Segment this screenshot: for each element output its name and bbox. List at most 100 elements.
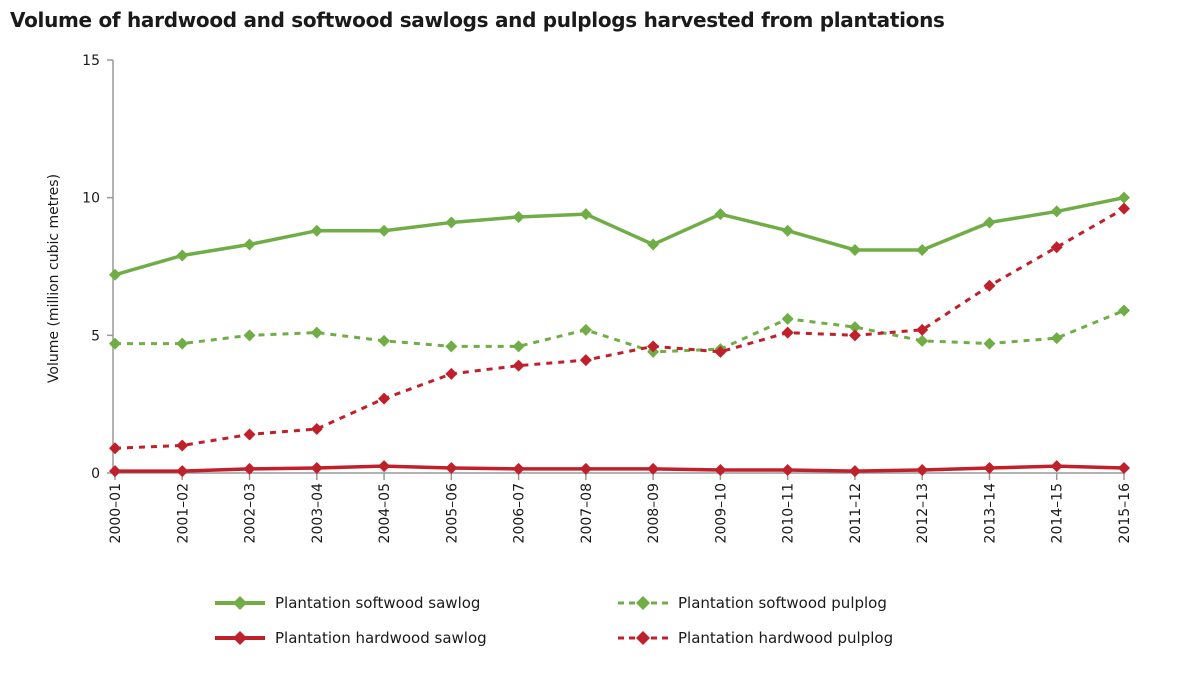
x-tick-label: 2001–02 <box>175 483 191 543</box>
series-line <box>114 195 1125 277</box>
y-tick-label: 5 <box>91 328 100 344</box>
x-tick-label: 2000–01 <box>108 483 124 543</box>
legend-marker <box>636 631 650 645</box>
data-point <box>714 208 727 221</box>
data-point <box>378 224 391 237</box>
data-point <box>1050 205 1063 218</box>
y-axis-label: Volume (million cubic metres) <box>46 174 62 383</box>
data-point <box>579 354 592 367</box>
chart-title: Volume of hardwood and softwood sawlogs … <box>10 8 945 32</box>
data-point <box>109 442 121 455</box>
data-point <box>1050 460 1063 473</box>
data-point <box>109 268 121 281</box>
x-tick-label: 2014–15 <box>1050 483 1066 543</box>
data-point <box>1050 241 1063 254</box>
data-point <box>916 323 929 336</box>
legend-item: Plantation hardwood sawlog <box>215 629 487 647</box>
data-point <box>983 337 996 350</box>
y-tick-label: 10 <box>82 191 100 207</box>
series-line <box>114 207 1125 450</box>
series-plantation-hardwood-sawlog <box>109 460 1130 478</box>
data-point <box>176 249 189 262</box>
x-tick-label: 2015–16 <box>1117 483 1133 544</box>
data-point <box>983 462 996 475</box>
data-point <box>445 216 458 229</box>
data-point <box>512 340 525 353</box>
x-tick-label: 2011–12 <box>848 483 864 543</box>
data-point <box>848 465 861 478</box>
data-point <box>1118 191 1130 204</box>
data-point <box>781 463 794 476</box>
legend-label: Plantation softwood pulplog <box>678 594 887 612</box>
legend-label: Plantation hardwood pulplog <box>678 629 893 647</box>
data-point <box>378 334 391 347</box>
data-point <box>781 326 794 339</box>
legend-label: Plantation softwood sawlog <box>275 594 480 612</box>
x-tick-label: 2012–13 <box>915 483 931 543</box>
legend-marker <box>636 596 650 610</box>
x-tick-label: 2008–09 <box>646 483 662 543</box>
data-point <box>647 238 660 251</box>
data-point <box>983 279 996 292</box>
series-plantation-softwood-sawlog <box>109 191 1130 281</box>
data-point <box>176 337 189 350</box>
x-tick-label: 2007–08 <box>579 483 595 543</box>
series-plantation-hardwood-pulplog <box>109 202 1130 455</box>
data-point <box>848 321 861 334</box>
data-point <box>579 323 592 336</box>
data-point <box>1050 332 1063 345</box>
x-tick-label: 2005–06 <box>444 483 460 544</box>
legend-label: Plantation hardwood sawlog <box>275 629 487 647</box>
x-tick-label: 2004–05 <box>377 483 393 543</box>
data-point <box>1118 202 1130 215</box>
x-tick-label: 2013–14 <box>982 483 998 544</box>
data-point <box>1118 462 1130 475</box>
data-point <box>1118 304 1130 317</box>
data-point <box>916 463 929 476</box>
data-point <box>781 224 794 237</box>
data-point <box>714 463 727 476</box>
data-point <box>579 208 592 221</box>
legend-marker <box>233 596 247 610</box>
series-line <box>115 309 1125 354</box>
y-tick-label: 0 <box>91 466 100 482</box>
data-point <box>647 462 660 475</box>
legend-marker <box>233 631 247 645</box>
series-plantation-softwood-pulplog <box>109 304 1130 358</box>
data-point <box>310 422 323 435</box>
x-tick-label: 2002–03 <box>243 483 259 543</box>
legend-item: Plantation hardwood pulplog <box>618 629 893 647</box>
data-point <box>243 462 256 475</box>
data-point <box>512 210 525 223</box>
data-point <box>647 340 660 353</box>
data-point <box>243 238 256 251</box>
data-point <box>109 337 121 350</box>
x-tick-label: 2006–07 <box>512 483 528 543</box>
x-tick-label: 2003–04 <box>310 483 326 544</box>
data-point <box>916 243 929 256</box>
legend-item: Plantation softwood pulplog <box>618 594 887 612</box>
data-point <box>983 216 996 229</box>
data-point <box>176 439 189 452</box>
series-line <box>115 464 1125 473</box>
data-point <box>378 460 391 473</box>
data-point <box>781 312 794 325</box>
data-point <box>243 428 256 441</box>
data-point <box>512 359 525 372</box>
data-point <box>243 329 256 342</box>
data-point <box>445 340 458 353</box>
data-point <box>310 224 323 237</box>
data-point <box>512 462 525 475</box>
data-point <box>310 326 323 339</box>
x-tick-label: 2009–10 <box>713 483 729 543</box>
data-point <box>310 462 323 475</box>
x-tick-label: 2010–11 <box>781 483 797 543</box>
data-point <box>848 243 861 256</box>
data-point <box>445 462 458 475</box>
data-point <box>579 462 592 475</box>
data-point <box>714 345 727 358</box>
data-point <box>109 465 121 478</box>
data-point <box>445 367 458 380</box>
data-point <box>848 329 861 342</box>
